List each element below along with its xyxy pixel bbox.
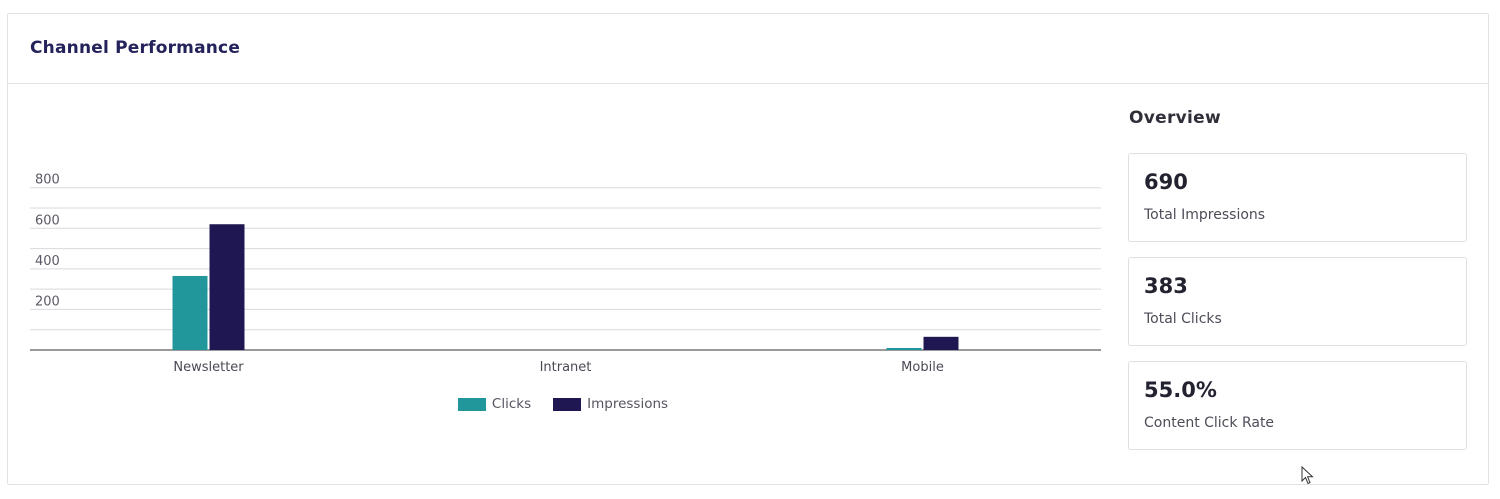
card-header: Channel Performance: [8, 14, 1488, 84]
card-title: Channel Performance: [30, 38, 241, 58]
legend-item-impressions[interactable]: Impressions: [553, 396, 668, 412]
stat-label: Content Click Rate: [1144, 415, 1275, 431]
stat-value: 383: [1144, 274, 1188, 298]
stat-card-content-click-rate: 55.0% Content Click Rate: [1128, 361, 1467, 450]
y-tick-label: 200: [35, 294, 60, 309]
chart-svg: 200 400 600 800 Newsletter Intranet Mobile: [30, 173, 1101, 375]
stat-value: 690: [1144, 170, 1188, 194]
stat-value: 55.0%: [1144, 378, 1217, 402]
legend-swatch-impressions: [553, 397, 582, 411]
legend-swatch-clicks: [457, 397, 486, 411]
y-tick-label: 600: [35, 213, 60, 228]
x-tick-label: Mobile: [901, 360, 944, 375]
channel-performance-card: Channel Performance 200 400 600 800 Newslett…: [7, 13, 1489, 485]
legend-label-clicks: Clicks: [491, 396, 532, 412]
bar-chart: 200 400 600 800 Newsletter Intranet Mobile Cli…: [8, 84, 1118, 484]
y-tick-label: 800: [35, 173, 60, 188]
stat-card-total-clicks: 383 Total Clicks: [1128, 257, 1467, 346]
bar-impressions-newsletter: [209, 224, 245, 350]
stat-label: Total Impressions: [1144, 207, 1266, 223]
x-tick-label: Intranet: [540, 360, 592, 375]
legend-item-clicks[interactable]: Clicks: [457, 396, 532, 412]
y-tick-label: 400: [35, 254, 60, 269]
overview-title: Overview: [1129, 108, 1221, 128]
mouse-cursor-icon: [1301, 466, 1314, 485]
stat-card-total-impressions: 690 Total Impressions: [1128, 153, 1467, 242]
bar-clicks-newsletter: [172, 275, 208, 350]
x-tick-label: Newsletter: [173, 360, 244, 375]
legend-label-impressions: Impressions: [587, 396, 669, 412]
chart-legend: Clicks Impressions: [8, 396, 1118, 412]
bar-clicks-mobile: [886, 347, 922, 350]
stat-label: Total Clicks: [1144, 311, 1222, 327]
bar-impressions-mobile: [923, 336, 959, 350]
